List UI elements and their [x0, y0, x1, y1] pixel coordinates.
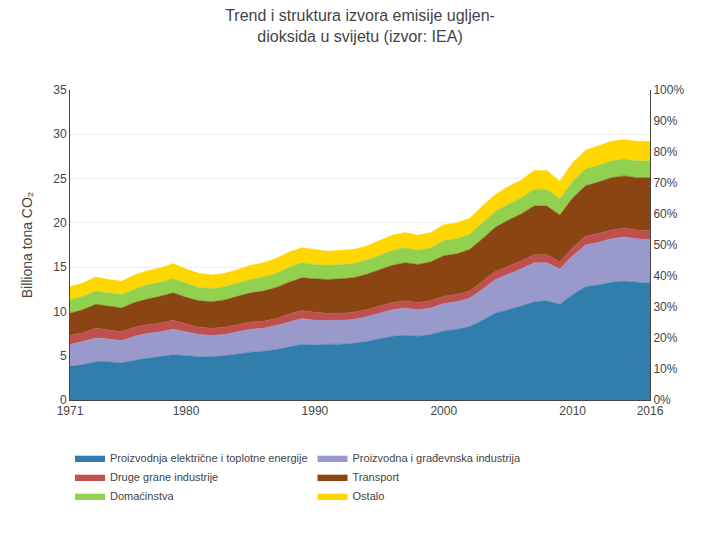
svg-text:50%: 50% [653, 238, 677, 252]
svg-text:80%: 80% [653, 145, 677, 159]
svg-text:35: 35 [53, 83, 67, 97]
svg-text:5: 5 [60, 349, 67, 363]
svg-text:15: 15 [53, 260, 67, 274]
svg-text:Proizvodnja električne i toplo: Proizvodnja električne i toplotne energi… [110, 452, 308, 464]
svg-text:Transport: Transport [353, 471, 400, 483]
svg-text:Trend i struktura izvora emisi: Trend i struktura izvora emisije ugljen-… [225, 7, 495, 45]
svg-text:20%: 20% [653, 331, 677, 345]
svg-text:20: 20 [53, 216, 67, 230]
svg-text:40%: 40% [653, 269, 677, 283]
svg-text:100%: 100% [653, 83, 684, 97]
svg-text:2016: 2016 [637, 404, 664, 418]
svg-text:30%: 30% [653, 300, 677, 314]
svg-text:Domaćinstva: Domaćinstva [110, 490, 174, 502]
svg-text:30: 30 [53, 127, 67, 141]
svg-text:1990: 1990 [302, 404, 329, 418]
svg-text:10: 10 [53, 305, 67, 319]
svg-text:1971: 1971 [57, 404, 84, 418]
svg-text:0%: 0% [653, 393, 671, 407]
svg-text:70%: 70% [653, 176, 677, 190]
svg-text:Proizvodna i građevnska indust: Proizvodna i građevnska industrija [353, 452, 521, 464]
svg-text:Druge grane industrije: Druge grane industrije [110, 471, 218, 483]
svg-text:0: 0 [60, 393, 67, 407]
svg-text:10%: 10% [653, 362, 677, 376]
svg-text:2010: 2010 [559, 404, 586, 418]
svg-text:Billiona tona CO₂: Billiona tona CO₂ [19, 192, 35, 299]
svg-text:25: 25 [53, 172, 67, 186]
svg-text:60%: 60% [653, 207, 677, 221]
svg-text:Ostalo: Ostalo [353, 490, 385, 502]
svg-text:2000: 2000 [430, 404, 457, 418]
svg-text:90%: 90% [653, 114, 677, 128]
svg-text:1980: 1980 [173, 404, 200, 418]
